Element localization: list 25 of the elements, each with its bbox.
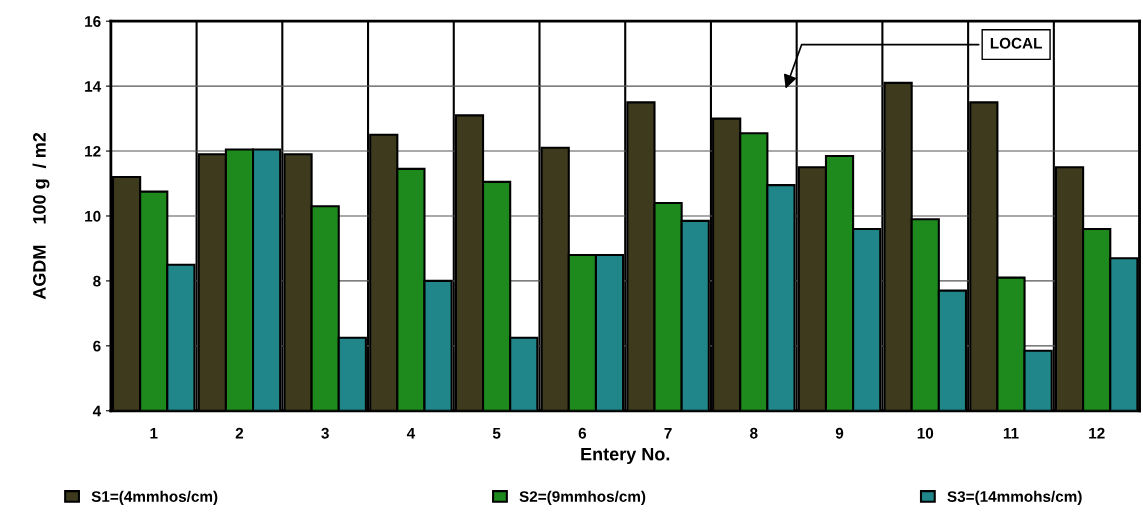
legend-label: S2=(9mmhos/cm) <box>519 490 646 505</box>
y-tick-label: 4 <box>92 405 102 417</box>
x-tick-label: 7 <box>664 427 672 439</box>
x-tick-label: 2 <box>235 427 244 439</box>
x-tick-label: 11 <box>1003 427 1019 439</box>
annotation: LOCAL <box>990 37 1042 49</box>
x-axis-title: Entery No. <box>581 447 670 465</box>
y-axis-title: AGDM 100 g / m2 <box>32 132 50 300</box>
y-tick-label: 16 <box>85 16 101 27</box>
y-tick-label: 10 <box>85 210 101 222</box>
x-tick-label: 1 <box>150 427 158 439</box>
y-tick-label: 12 <box>85 145 101 157</box>
x-tick-label: 3 <box>321 427 329 439</box>
legend-label: S3=(14mmohs/cm) <box>947 490 1082 505</box>
x-tick-label: 5 <box>492 427 501 439</box>
x-tick-label: 12 <box>1089 427 1105 439</box>
x-tick-label: 4 <box>406 427 416 439</box>
x-tick-label: 8 <box>750 427 758 439</box>
x-tick-label: 9 <box>835 427 844 439</box>
y-tick-label: 6 <box>93 340 101 352</box>
y-tick-label: 14 <box>85 81 102 92</box>
legend-label: S1=(4mmhos/cm) <box>91 490 218 505</box>
y-tick-label: 8 <box>93 275 101 287</box>
x-tick-label: 6 <box>578 427 587 439</box>
x-tick-label: 10 <box>917 427 934 439</box>
